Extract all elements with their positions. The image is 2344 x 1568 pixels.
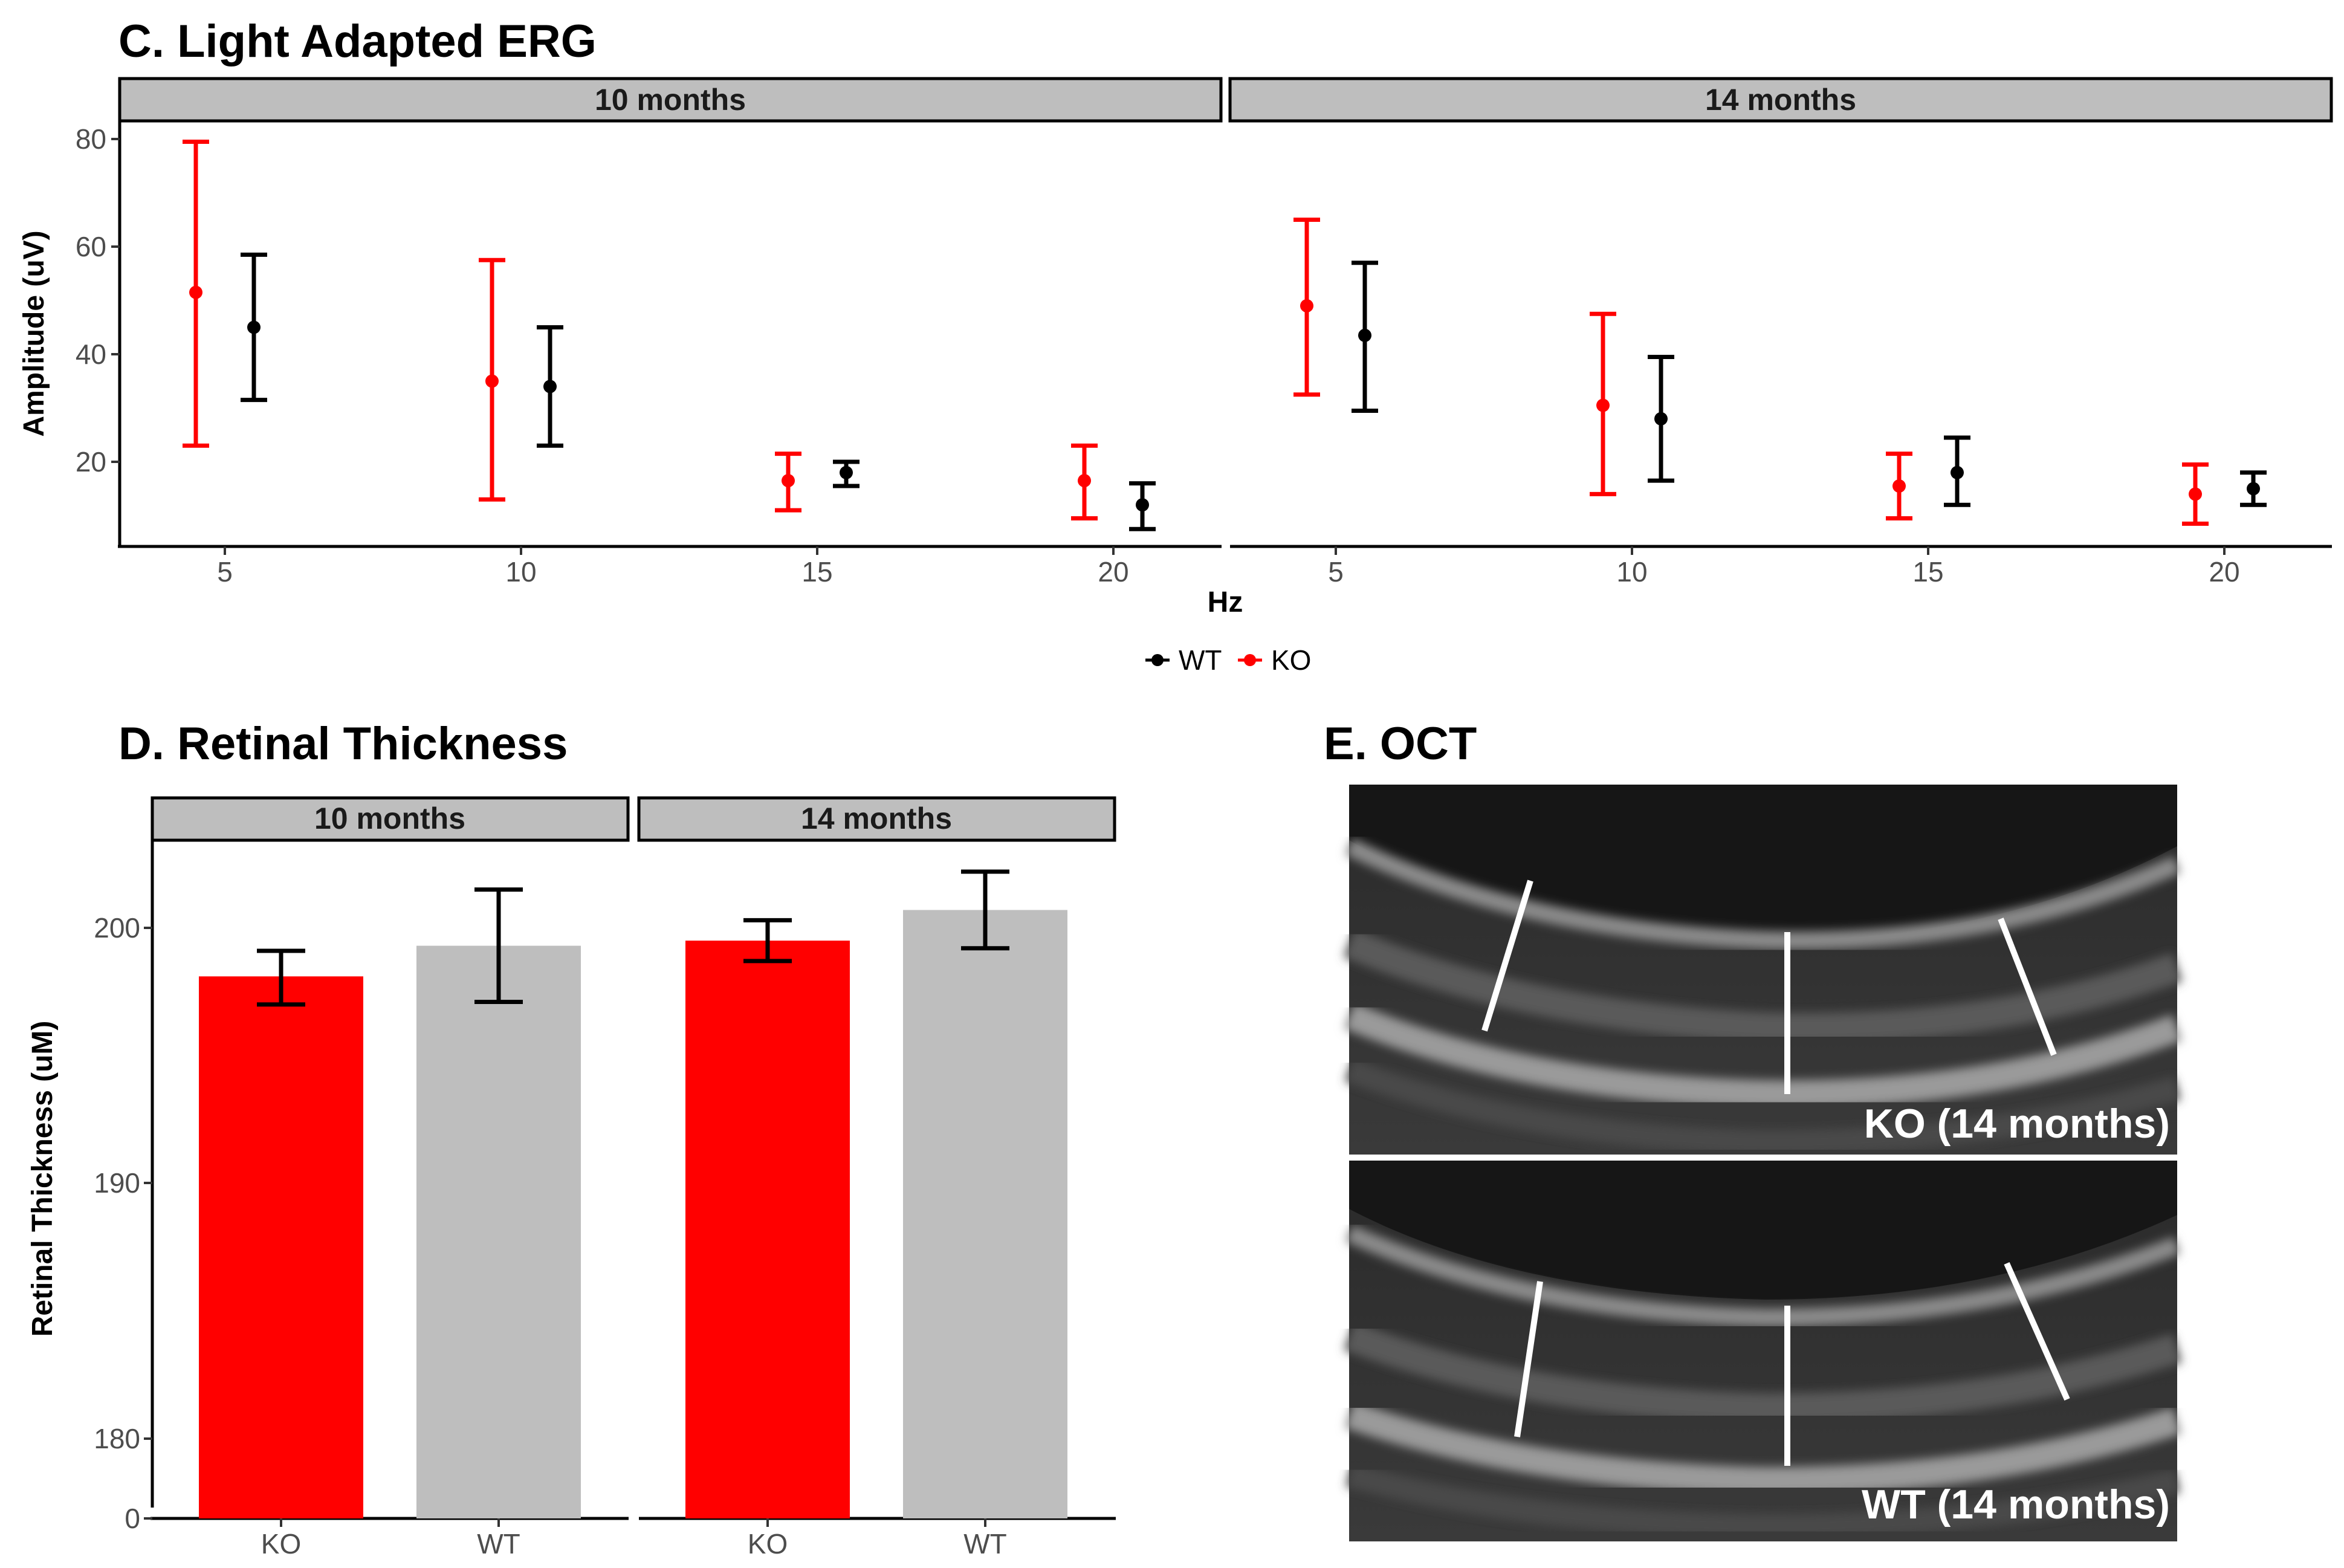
erg-x-tick-label: 5 (1328, 556, 1344, 588)
erg-x-tick-label: 15 (801, 556, 832, 588)
erg-point-ko (2189, 487, 2202, 501)
erg-legend: WT KO (1145, 644, 1311, 676)
thickness-bar-ko (685, 941, 850, 1518)
oct-image-ko-mid-layer (1343, 928, 2183, 1043)
oct-image-ko-vitreous (1349, 785, 2177, 941)
erg-panel: C. Light Adapted ERG 10 months 14 months… (18, 16, 2333, 676)
oct-image-ko-choroid-layer (1344, 1058, 2181, 1155)
erg-point-ko (1596, 398, 1610, 412)
oct-image-ko-inner-layer (1345, 838, 2181, 950)
erg-x-tick-label: 15 (1912, 556, 1943, 588)
erg-x-tick-label: 5 (217, 556, 233, 588)
legend-label-wt: WT (1179, 644, 1222, 676)
erg-point-ko (782, 474, 795, 488)
oct-image-wt-mid-layer (1344, 1321, 2182, 1424)
oct-image-ko-label: KO (14 months) (1864, 1101, 2170, 1147)
erg-strip-14-months (1228, 77, 2333, 123)
legend-key-ko-point (1244, 654, 1256, 666)
thickness-x-tick-label: WT (477, 1528, 520, 1560)
erg-x-ticks-10-months: 5 10 15 20 (217, 546, 1129, 588)
thickness-strip-label-14-months: 14 months (801, 802, 952, 835)
erg-y-tick-label: 60 (76, 231, 106, 262)
oct-image-ko: KO (14 months) (1343, 785, 2183, 1155)
oct-image-ko-marker-left (1481, 880, 1533, 1032)
erg-point-ko (189, 285, 202, 299)
oct-image-ko-marker-right (1998, 918, 2057, 1056)
oct-image-wt-vitreous (1349, 1161, 2177, 1300)
oct-image-wt-choroid-layer (1345, 1463, 2180, 1539)
erg-point-ko (485, 374, 499, 388)
erg-y-ticks: 80 60 40 20 (76, 123, 120, 478)
oct-image-wt-marker-left (1514, 1281, 1543, 1437)
erg-y-axis-title: Amplitude (uV) (18, 230, 50, 436)
erg-x-tick-label: 20 (1098, 556, 1128, 588)
oct-divider (1349, 1155, 2177, 1161)
erg-strip-label-10-months: 10 months (595, 83, 746, 117)
thickness-title: D. Retinal Thickness (118, 718, 568, 769)
thickness-x-tick-label: WT (963, 1528, 1007, 1560)
erg-point-wt (1136, 498, 1149, 512)
erg-x-ticks-14-months: 5 10 15 20 (1328, 546, 2240, 588)
oct-image-wt: WT (14 months) (1344, 1161, 2182, 1541)
erg-point-wt (247, 320, 261, 334)
erg-data-marks (183, 139, 2267, 531)
erg-x-axis-title: Hz (1208, 586, 1243, 618)
oct-panel: E. OCT KO (14 months) WT (1324, 718, 2183, 1541)
erg-y-tick-label: 20 (76, 446, 106, 478)
thickness-bar-ko (199, 976, 363, 1518)
thickness-bar-wt (903, 910, 1067, 1518)
legend-key-wt-point (1151, 654, 1164, 666)
erg-point-ko (1892, 479, 1906, 493)
thickness-y-tick-label: 180 (94, 1423, 140, 1454)
erg-strip-10-months (118, 77, 1223, 123)
erg-x-tick-label: 10 (1616, 556, 1647, 588)
erg-y-tick-label: 80 (76, 123, 106, 155)
erg-point-wt (1951, 465, 1964, 479)
legend-label-ko: KO (1271, 644, 1311, 676)
thickness-y-ticks: 200 190 180 0 (94, 912, 152, 1534)
oct-title: E. OCT (1324, 718, 1477, 769)
thickness-y-axis-title: Retinal Thickness (uM) (27, 1021, 59, 1337)
erg-point-wt (1654, 412, 1668, 426)
erg-x-tick-label: 10 (505, 556, 536, 588)
oct-image-wt-marker-right (2004, 1262, 2070, 1401)
thickness-panel: D. Retinal Thickness 10 months 14 months… (27, 718, 1116, 1560)
thickness-y-tick-label: 0 (125, 1503, 140, 1534)
thickness-y-tick-label: 200 (94, 912, 140, 944)
oct-image-wt-rpe-layer (1344, 1401, 2182, 1495)
erg-title: C. Light Adapted ERG (118, 16, 597, 67)
erg-point-wt (2247, 482, 2260, 496)
oct-image-ko-rpe-layer (1344, 1002, 2183, 1109)
thickness-strip-14-months (637, 796, 1116, 842)
thickness-bar-wt (416, 945, 581, 1518)
erg-point-ko (1300, 299, 1313, 313)
erg-point-ko (1078, 474, 1091, 488)
thickness-x-tick-label: KO (261, 1528, 301, 1560)
erg-point-wt (840, 465, 853, 479)
erg-point-wt (1358, 328, 1371, 342)
erg-point-wt (543, 380, 557, 394)
oct-image-wt-label: WT (14 months) (1862, 1482, 2170, 1528)
thickness-y-tick-label: 190 (94, 1167, 140, 1199)
erg-x-tick-label: 20 (2209, 556, 2239, 588)
oct-image-wt-inner-layer (1345, 1225, 2181, 1327)
thickness-data-marks: KO WT KO WT (199, 869, 1067, 1560)
erg-y-tick-label: 40 (76, 339, 106, 370)
thickness-strip-label-10-months: 10 months (314, 802, 465, 835)
thickness-x-tick-label: KO (748, 1528, 788, 1560)
thickness-strip-10-months (151, 796, 630, 842)
erg-strip-label-14-months: 14 months (1705, 83, 1856, 117)
